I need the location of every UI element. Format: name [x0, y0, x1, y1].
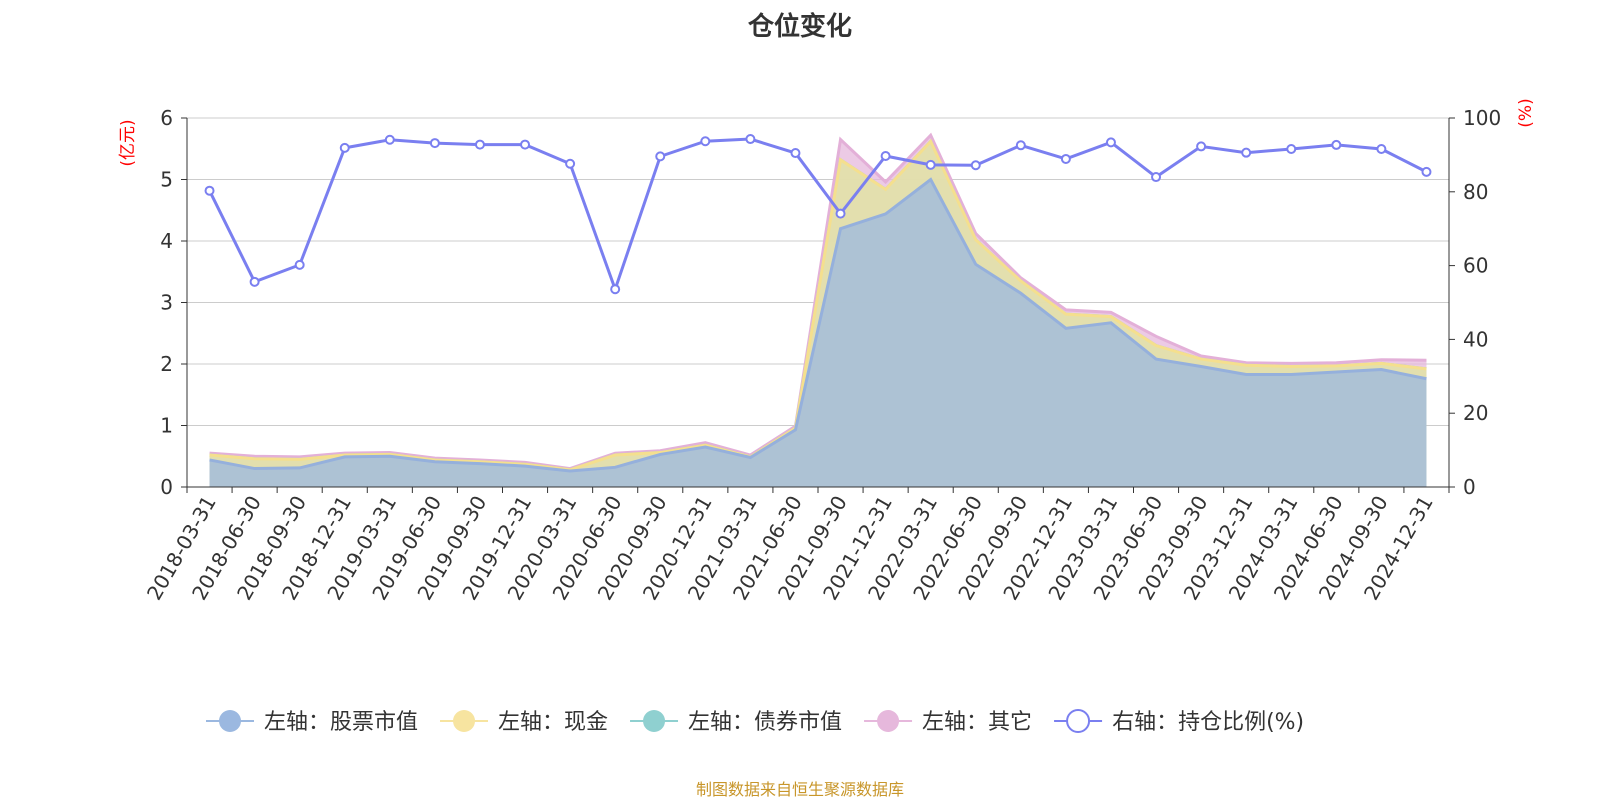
left-tick-label-4: 4: [160, 229, 173, 253]
ratio-point-2022-09-30: [1015, 140, 1026, 151]
legend-item-4: 右轴：持仓比例(%): [1054, 709, 1304, 735]
ratio-point-2019-12-31: [520, 139, 531, 150]
ratio-point-2023-12-31: [1241, 147, 1252, 158]
ratio-point-2023-09-30: [1196, 141, 1207, 152]
ratio-line: [208, 137, 1428, 294]
ratio-point-2022-12-31: [1060, 153, 1071, 164]
left-tick-label-2: 2: [160, 352, 173, 376]
area-line-0: [209, 177, 1427, 473]
ratio-point-2018-09-30: [294, 259, 305, 270]
legend-item-0: 左轴：股票市值: [206, 710, 418, 735]
legend-label: 左轴：其它: [922, 710, 1032, 735]
right-tick-label-40: 40: [1463, 327, 1488, 351]
left-tick-label-3: 3: [160, 291, 173, 315]
ratio-point-2021-06-30: [790, 148, 801, 159]
ratio-point-2024-09-30: [1376, 143, 1387, 154]
left-tick-label-1: 1: [160, 414, 173, 438]
legend-item-3: 左轴：其它: [864, 710, 1032, 735]
right-tick-label-20: 20: [1463, 401, 1488, 425]
ratio-point-2020-09-30: [655, 151, 666, 162]
ratio-point-2022-06-30: [970, 160, 981, 171]
chart-title: 仓位变化: [747, 12, 852, 42]
right-tick-label-60: 60: [1463, 254, 1488, 278]
ratio-point-2022-03-31: [925, 159, 936, 170]
legend-marker: [643, 710, 666, 732]
right-tick-label-100: 100: [1463, 106, 1501, 130]
ratio-point-2021-12-31: [880, 151, 891, 162]
legend-label: 右轴：持仓比例(%): [1112, 710, 1304, 735]
legend-marker: [877, 710, 900, 732]
ratio-point-2020-03-31: [565, 158, 576, 169]
ratio-point-2018-06-30: [249, 276, 260, 287]
ratio-point-2019-09-30: [474, 139, 485, 150]
data-source-note: 制图数据来自恒生聚源数据库: [695, 780, 904, 799]
legend-marker: [219, 710, 241, 732]
legend-label: 左轴：股票市值: [264, 710, 418, 735]
ratio-point-2019-06-30: [429, 138, 440, 149]
right-tick-label-80: 80: [1463, 180, 1488, 204]
left-axis-unit: (亿元): [118, 119, 138, 166]
right-axis-unit: (%): [1516, 98, 1536, 127]
ratio-point-2024-06-30: [1331, 139, 1342, 150]
right-tick-label-0: 0: [1463, 475, 1476, 499]
legend-item-1: 左轴：现金: [440, 710, 608, 735]
legend-label: 左轴：现金: [498, 710, 608, 735]
ratio-point-2024-12-31: [1421, 166, 1432, 177]
ratio-point-2024-03-31: [1286, 143, 1297, 154]
ratio-point-2023-06-30: [1151, 172, 1162, 183]
ratio-point-2020-12-31: [700, 136, 711, 147]
ratio-point-2018-03-31: [204, 185, 215, 196]
left-tick-label-6: 6: [160, 106, 173, 130]
ratio-point-2018-12-31: [339, 142, 350, 153]
area-line-3: [209, 132, 1427, 471]
ratio-point-2021-09-30: [835, 208, 846, 219]
legend-item-2: 左轴：债券市值: [630, 710, 842, 735]
legend-label: 左轴：债券市值: [688, 710, 842, 735]
area-line-1: [209, 138, 1427, 472]
ratio-point-2019-03-31: [384, 134, 395, 145]
ratio-point-2023-03-31: [1105, 137, 1116, 148]
ratio-point-2021-03-31: [745, 134, 756, 145]
ratio-point-2020-06-30: [610, 284, 621, 295]
legend-marker: [1066, 709, 1091, 733]
legend-marker: [453, 710, 476, 732]
left-tick-label-0: 0: [160, 475, 173, 499]
left-tick-label-5: 5: [160, 168, 173, 192]
